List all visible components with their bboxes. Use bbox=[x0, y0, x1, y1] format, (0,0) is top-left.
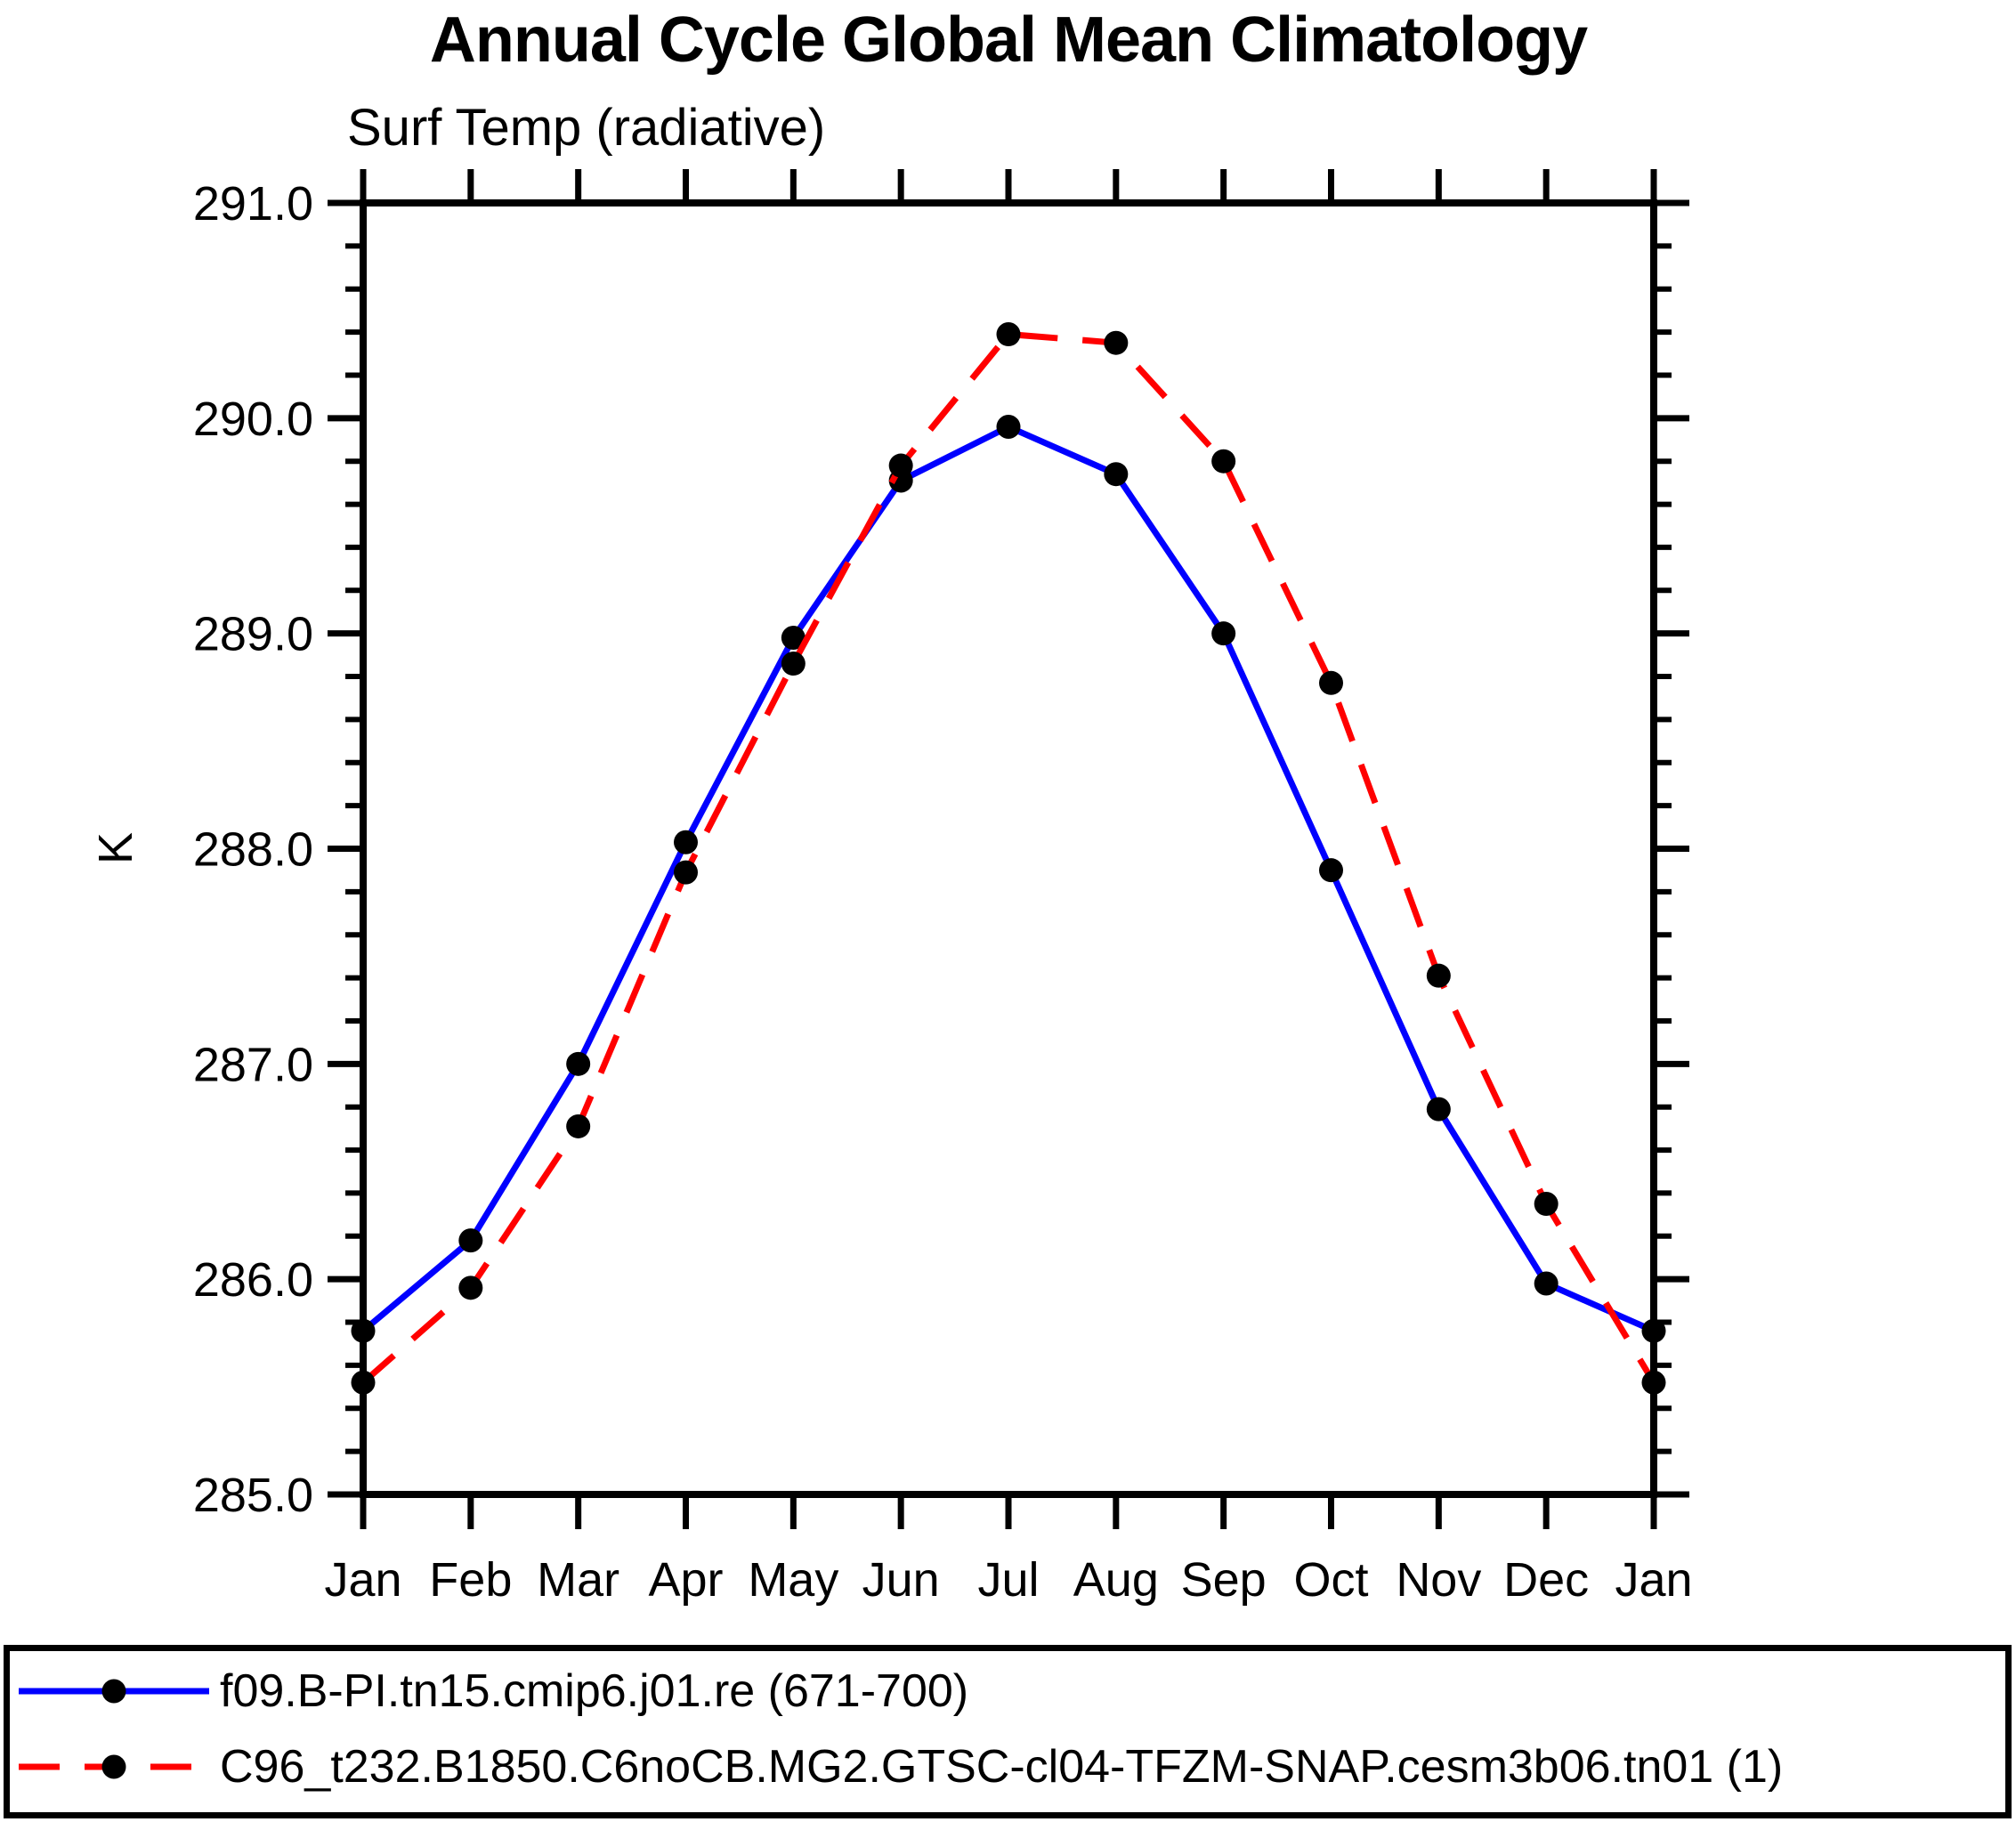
y-tick-label: 288.0 bbox=[193, 823, 313, 877]
x-tick-label: Oct bbox=[1293, 1553, 1368, 1607]
data-point-marker bbox=[1641, 1370, 1666, 1395]
data-point-marker bbox=[566, 1051, 591, 1076]
data-point-marker bbox=[1211, 449, 1236, 474]
legend-box: f09.B-PI.tn15.cmip6.j01.re (671-700) C96… bbox=[4, 1645, 2012, 1818]
series-line-1 bbox=[360, 330, 1656, 1385]
data-point-marker bbox=[566, 1113, 591, 1138]
legend-marker-dashed-line-icon bbox=[19, 1754, 209, 1779]
x-tick-label: Jan bbox=[324, 1553, 401, 1607]
data-point-marker bbox=[1426, 1097, 1451, 1122]
data-point-marker bbox=[1104, 462, 1129, 487]
legend-label-series-0: f09.B-PI.tn15.cmip6.j01.re (671-700) bbox=[220, 1665, 969, 1717]
y-tick-label: 286.0 bbox=[193, 1253, 313, 1307]
x-tick-label: Jan bbox=[1615, 1553, 1692, 1607]
y-tick-label: 290.0 bbox=[193, 393, 313, 446]
x-tick-label: Sep bbox=[1181, 1553, 1267, 1607]
y-tick-label: 289.0 bbox=[193, 608, 313, 661]
x-tick-label: Apr bbox=[648, 1553, 723, 1607]
data-point-marker bbox=[458, 1275, 483, 1300]
data-point-marker bbox=[1319, 858, 1343, 883]
plot-frame bbox=[360, 199, 1657, 1498]
chart-subtitle: Surf Temp (radiative) bbox=[347, 99, 826, 157]
data-point-marker bbox=[888, 453, 913, 478]
x-tick-label: Dec bbox=[1503, 1553, 1589, 1607]
data-point-marker bbox=[1534, 1192, 1559, 1217]
data-point-marker bbox=[674, 830, 698, 854]
data-point-marker bbox=[1426, 963, 1451, 988]
x-tick-label: May bbox=[748, 1553, 838, 1607]
data-point-marker bbox=[1319, 670, 1343, 695]
x-tick-label: Nov bbox=[1396, 1553, 1481, 1607]
x-tick-label: Feb bbox=[429, 1553, 512, 1607]
data-point-marker bbox=[458, 1228, 483, 1253]
data-point-marker bbox=[781, 626, 806, 651]
data-point-marker bbox=[674, 860, 698, 885]
y-tick-label: 291.0 bbox=[193, 177, 313, 231]
data-point-marker bbox=[351, 1318, 376, 1343]
legend-label-series-1: C96_t232.B1850.C6noCB.MG2.GTSC-cl04-TFZM… bbox=[220, 1741, 1784, 1793]
x-tick-label: Jun bbox=[862, 1553, 940, 1607]
series-line-0 bbox=[360, 423, 1656, 1334]
x-tick-label: Mar bbox=[537, 1553, 619, 1607]
chart-title: Annual Cycle Global Mean Climatology bbox=[429, 4, 1588, 76]
data-point-marker bbox=[1104, 330, 1129, 355]
data-point-marker bbox=[1641, 1318, 1666, 1343]
data-point-marker bbox=[996, 415, 1021, 440]
data-point-marker bbox=[1534, 1271, 1559, 1296]
data-point-marker bbox=[1211, 621, 1236, 646]
legend-item-series-1: C96_t232.B1850.C6noCB.MG2.GTSC-cl04-TFZM… bbox=[15, 1736, 1783, 1798]
y-tick-label: 285.0 bbox=[193, 1469, 313, 1522]
plot-area: 285.0 286.0 287.0 288.0 289.0 290.0 291.0 Jan Fe… bbox=[193, 169, 1693, 1607]
data-point-marker bbox=[781, 652, 806, 676]
data-point-marker bbox=[996, 322, 1021, 347]
legend-item-series-0: f09.B-PI.tn15.cmip6.j01.re (671-700) bbox=[15, 1660, 968, 1722]
legend-marker-solid-line-icon bbox=[19, 1679, 209, 1704]
y-tick-label: 287.0 bbox=[193, 1038, 313, 1091]
x-tick-label: Aug bbox=[1073, 1553, 1159, 1607]
x-tick-label: Jul bbox=[977, 1553, 1039, 1607]
data-point-marker bbox=[351, 1370, 376, 1395]
